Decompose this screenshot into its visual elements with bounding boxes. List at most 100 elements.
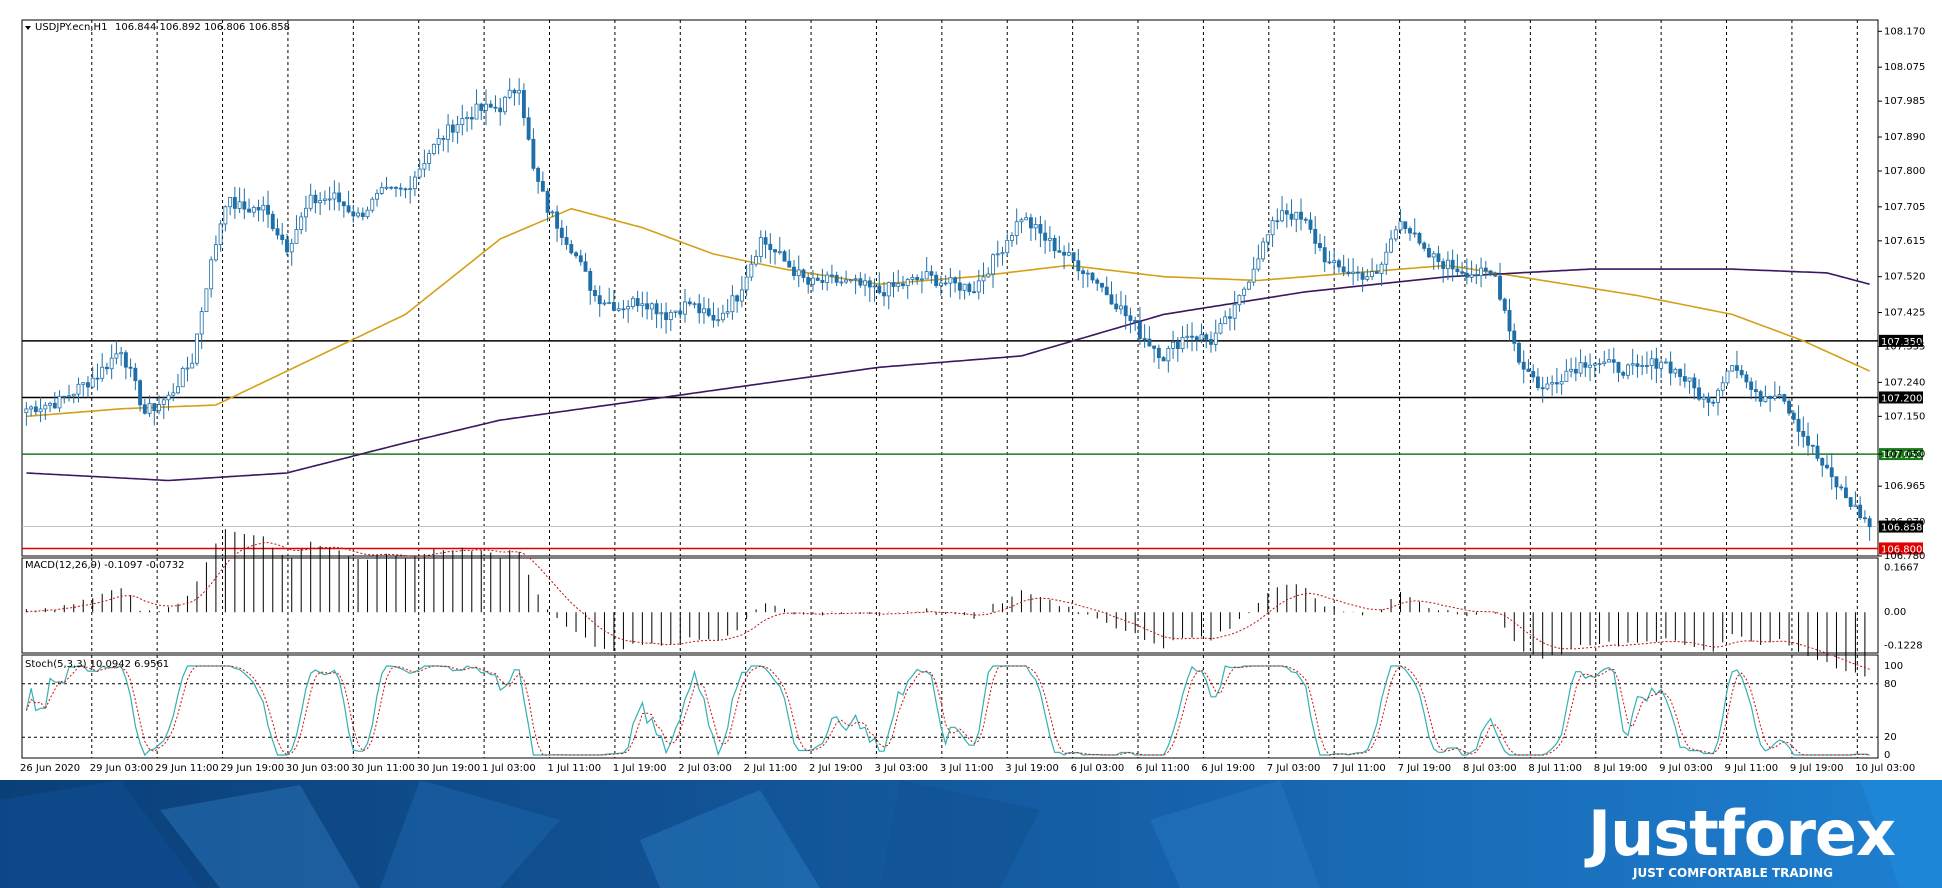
bull-candle	[811, 277, 815, 285]
bear-candle	[256, 206, 261, 211]
bull-candle	[744, 276, 749, 291]
bear-candle	[531, 138, 536, 169]
time-label: 30 Jun 19:00	[417, 763, 481, 774]
bear-candle	[1133, 320, 1138, 323]
bear-candle	[564, 237, 569, 245]
bear-candle	[1464, 272, 1469, 278]
bull-candle	[1047, 237, 1052, 241]
bull-candle	[1024, 217, 1029, 221]
bear-candle	[1706, 396, 1711, 403]
bear-candle	[569, 244, 574, 254]
bear-candle	[1455, 268, 1460, 273]
bear-candle	[621, 308, 626, 311]
bull-candle	[1545, 383, 1550, 390]
bear-candle	[1654, 358, 1659, 369]
bull-candle	[209, 259, 214, 290]
bull-candle	[1265, 234, 1270, 243]
bear-candle	[1820, 457, 1825, 466]
bear-candle	[1782, 394, 1787, 402]
bull-candle	[1687, 377, 1692, 382]
bull-candle	[1033, 224, 1038, 229]
bull-candle	[190, 362, 195, 369]
bull-candle	[48, 402, 53, 406]
bear-candle	[398, 187, 403, 190]
bear-candle	[1071, 252, 1076, 262]
bull-candle	[1237, 294, 1242, 306]
bull-candle	[1663, 361, 1668, 364]
bull-candle	[318, 200, 323, 204]
bear-candle	[360, 212, 365, 218]
bear-candle	[1095, 279, 1100, 284]
symbol-dropdown-icon[interactable]	[25, 26, 31, 30]
macd-indicator: 0.1667 0.00 -0.1228	[25, 529, 1923, 677]
bear-candle	[782, 251, 787, 262]
bear-candle	[266, 204, 270, 215]
trading-chart[interactable]: 107.350 107.200 107.050 106.800 106.858 108.…	[0, 0, 1942, 780]
bear-candle	[1090, 272, 1095, 281]
bear-candle	[934, 274, 939, 287]
bull-candle	[161, 399, 166, 405]
bear-candle	[389, 186, 394, 189]
current-price-label: 106.858	[1881, 523, 1922, 534]
vertical-grid	[91, 20, 1858, 758]
bear-candle	[1147, 338, 1152, 347]
bull-candle	[1640, 365, 1645, 367]
bear-candle	[1502, 298, 1507, 311]
bear-candle	[664, 312, 669, 320]
bear-candle	[441, 138, 446, 140]
bull-candle	[1199, 334, 1204, 341]
bear-candle	[1744, 374, 1749, 383]
bull-candle	[76, 383, 81, 395]
price-axis: 108.170 108.075 107.985 107.890 107.800 107.7…	[1878, 26, 1925, 562]
bear-candle	[1521, 361, 1526, 370]
bear-candle	[1682, 376, 1687, 382]
bear-candle	[829, 274, 834, 277]
bull-candle	[550, 211, 555, 214]
bull-candle	[1019, 219, 1024, 223]
bull-candle	[848, 279, 853, 282]
stoch-label: Stoch(5,3,3) 10.0942 6.9561	[25, 659, 169, 670]
bull-candle	[408, 188, 413, 190]
bull-candle	[1166, 347, 1171, 362]
bull-candle	[1777, 394, 1782, 397]
bull-candle	[1005, 239, 1010, 254]
candles	[24, 78, 1872, 541]
bull-candle	[730, 295, 735, 313]
bull-candle	[1716, 389, 1720, 403]
time-label: 6 Jul 19:00	[1201, 763, 1255, 774]
bear-candle	[275, 228, 280, 236]
bear-candle	[1081, 270, 1085, 274]
bull-candle	[1256, 258, 1261, 270]
bear-candle	[801, 269, 806, 278]
bear-candle	[1801, 431, 1806, 437]
bear-candle	[1488, 270, 1493, 275]
price-tick-label: 107.890	[1884, 132, 1925, 143]
bear-candle	[901, 283, 905, 287]
bear-candle	[611, 302, 616, 311]
bull-candle	[261, 204, 266, 211]
bull-candle	[446, 124, 451, 140]
bull-candle	[24, 408, 29, 414]
bear-candle	[142, 404, 147, 414]
bull-candle	[962, 283, 967, 291]
bear-candle	[1123, 305, 1128, 317]
bear-candle	[735, 295, 740, 302]
bear-candle	[341, 201, 346, 207]
bear-candle	[1843, 487, 1848, 498]
bull-candle	[370, 198, 375, 211]
bear-candle	[1142, 338, 1147, 340]
bear-candle	[232, 197, 237, 209]
bull-candle	[251, 206, 256, 213]
bear-candle	[820, 279, 825, 283]
time-label: 2 Jul 03:00	[678, 763, 732, 774]
bull-candle	[777, 251, 782, 254]
ma-line-ma_fast	[26, 207, 1870, 418]
bear-candle	[123, 352, 128, 368]
bull-candle	[365, 209, 370, 218]
bull-candle	[303, 207, 308, 218]
bear-candle	[1810, 444, 1815, 447]
bull-candle	[100, 366, 105, 379]
bull-candle	[938, 282, 943, 287]
time-label: 29 Jun 03:00	[90, 763, 154, 774]
bear-candle	[1796, 418, 1801, 432]
